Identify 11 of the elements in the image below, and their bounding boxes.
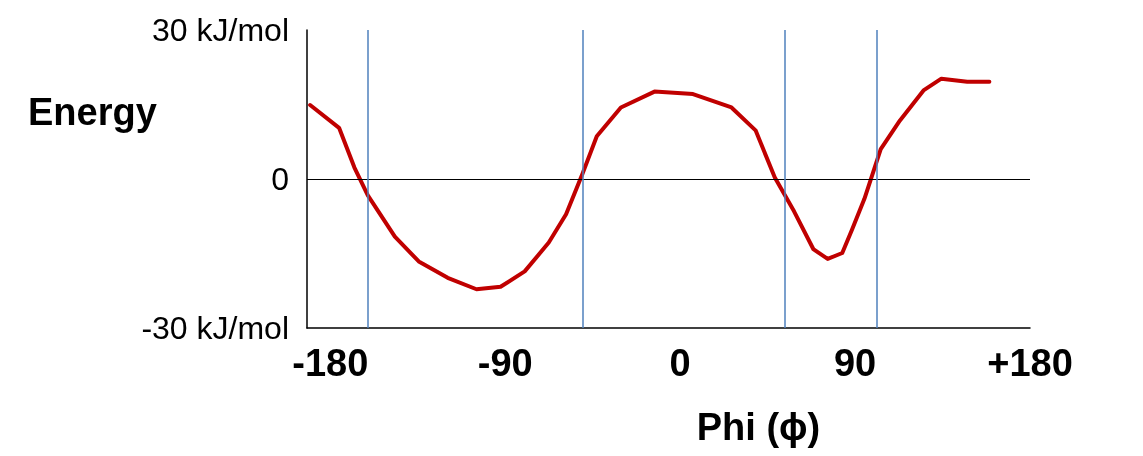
y-tick-label: 30 kJ/mol [152,12,289,48]
x-tick-label: -90 [477,342,533,384]
x-tick-label: 90 [833,342,877,384]
line-series [308,76,992,292]
x-tick-label: +180 [987,342,1073,384]
x-tick-label: -180 [292,342,369,384]
y-tick-label: 0 [271,161,289,197]
y-axis-title: Energy [28,91,157,133]
x-axis-title: Phi (ϕ) [696,406,821,448]
y-tick-label: -30 kJ/mol [141,310,289,346]
x-tick-label: 0 [669,342,691,384]
